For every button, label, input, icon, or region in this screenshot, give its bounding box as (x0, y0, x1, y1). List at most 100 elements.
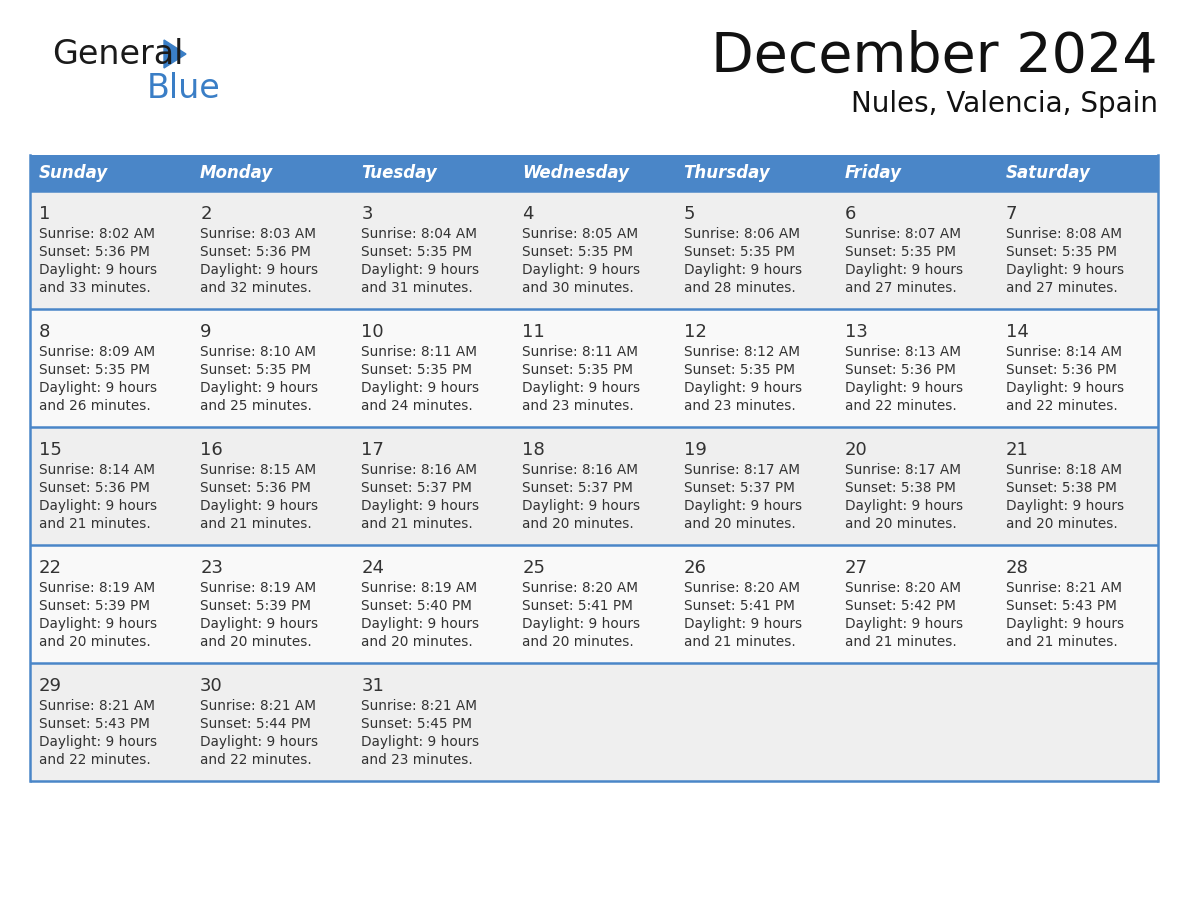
Text: Sunrise: 8:06 AM: Sunrise: 8:06 AM (683, 227, 800, 241)
Text: 18: 18 (523, 441, 545, 459)
Text: Sunset: 5:35 PM: Sunset: 5:35 PM (361, 363, 473, 377)
Text: Sunrise: 8:19 AM: Sunrise: 8:19 AM (361, 581, 478, 595)
Bar (353, 155, 513, 191)
Text: Sunset: 5:39 PM: Sunset: 5:39 PM (200, 599, 311, 613)
Text: and 20 minutes.: and 20 minutes. (39, 635, 151, 649)
Text: 11: 11 (523, 323, 545, 341)
Text: 22: 22 (39, 559, 62, 577)
Text: and 21 minutes.: and 21 minutes. (200, 517, 312, 531)
Text: 26: 26 (683, 559, 707, 577)
Text: and 22 minutes.: and 22 minutes. (200, 753, 312, 767)
Text: 27: 27 (845, 559, 867, 577)
Text: Friday: Friday (845, 164, 902, 182)
Text: Daylight: 9 hours: Daylight: 9 hours (361, 381, 480, 395)
Text: Daylight: 9 hours: Daylight: 9 hours (683, 381, 802, 395)
Text: Sunrise: 8:17 AM: Sunrise: 8:17 AM (845, 463, 961, 477)
Text: and 32 minutes.: and 32 minutes. (200, 281, 312, 295)
Text: Sunset: 5:35 PM: Sunset: 5:35 PM (361, 245, 473, 259)
Bar (30, 427, 1158, 545)
Bar (30, 191, 1158, 309)
Bar (675, 155, 835, 191)
Text: 16: 16 (200, 441, 223, 459)
Text: 2: 2 (200, 205, 211, 223)
Text: Sunset: 5:35 PM: Sunset: 5:35 PM (39, 363, 150, 377)
Text: 9: 9 (200, 323, 211, 341)
Text: Sunset: 5:35 PM: Sunset: 5:35 PM (1006, 245, 1117, 259)
Text: Sunset: 5:43 PM: Sunset: 5:43 PM (39, 717, 150, 731)
Text: and 26 minutes.: and 26 minutes. (39, 399, 151, 413)
Text: Sunrise: 8:04 AM: Sunrise: 8:04 AM (361, 227, 478, 241)
Text: 28: 28 (1006, 559, 1029, 577)
Text: Tuesday: Tuesday (361, 164, 437, 182)
Text: and 25 minutes.: and 25 minutes. (200, 399, 312, 413)
Text: Sunrise: 8:20 AM: Sunrise: 8:20 AM (845, 581, 961, 595)
Text: Sunset: 5:43 PM: Sunset: 5:43 PM (1006, 599, 1117, 613)
Text: Sunrise: 8:21 AM: Sunrise: 8:21 AM (200, 699, 316, 713)
Text: Sunset: 5:44 PM: Sunset: 5:44 PM (200, 717, 311, 731)
Text: Sunset: 5:39 PM: Sunset: 5:39 PM (39, 599, 150, 613)
Text: Sunrise: 8:20 AM: Sunrise: 8:20 AM (683, 581, 800, 595)
Text: and 20 minutes.: and 20 minutes. (683, 517, 795, 531)
Text: 12: 12 (683, 323, 707, 341)
Text: Sunset: 5:35 PM: Sunset: 5:35 PM (845, 245, 955, 259)
Text: Sunrise: 8:15 AM: Sunrise: 8:15 AM (200, 463, 316, 477)
Text: Daylight: 9 hours: Daylight: 9 hours (683, 263, 802, 277)
Text: Daylight: 9 hours: Daylight: 9 hours (1006, 381, 1124, 395)
Text: 30: 30 (200, 677, 223, 695)
Text: December 2024: December 2024 (712, 30, 1158, 84)
Text: and 24 minutes.: and 24 minutes. (361, 399, 473, 413)
Text: and 20 minutes.: and 20 minutes. (361, 635, 473, 649)
Text: Daylight: 9 hours: Daylight: 9 hours (683, 617, 802, 631)
Text: Sunrise: 8:17 AM: Sunrise: 8:17 AM (683, 463, 800, 477)
Text: and 23 minutes.: and 23 minutes. (361, 753, 473, 767)
Text: and 21 minutes.: and 21 minutes. (39, 517, 151, 531)
Text: Sunset: 5:36 PM: Sunset: 5:36 PM (39, 245, 150, 259)
Text: Sunset: 5:37 PM: Sunset: 5:37 PM (683, 481, 795, 495)
Text: Sunday: Sunday (39, 164, 108, 182)
Text: Sunrise: 8:19 AM: Sunrise: 8:19 AM (200, 581, 316, 595)
Text: Sunrise: 8:21 AM: Sunrise: 8:21 AM (39, 699, 154, 713)
Text: 7: 7 (1006, 205, 1017, 223)
Text: and 23 minutes.: and 23 minutes. (523, 399, 634, 413)
Text: Daylight: 9 hours: Daylight: 9 hours (1006, 263, 1124, 277)
Text: and 21 minutes.: and 21 minutes. (361, 517, 473, 531)
Text: 24: 24 (361, 559, 384, 577)
Text: General: General (52, 38, 183, 71)
Text: Daylight: 9 hours: Daylight: 9 hours (845, 381, 962, 395)
Bar (997, 155, 1158, 191)
Text: Daylight: 9 hours: Daylight: 9 hours (1006, 499, 1124, 513)
Text: Sunrise: 8:09 AM: Sunrise: 8:09 AM (39, 345, 156, 359)
Text: Sunset: 5:36 PM: Sunset: 5:36 PM (39, 481, 150, 495)
Text: Sunrise: 8:11 AM: Sunrise: 8:11 AM (523, 345, 638, 359)
Text: 13: 13 (845, 323, 867, 341)
Text: Blue: Blue (147, 72, 221, 105)
Text: Daylight: 9 hours: Daylight: 9 hours (523, 263, 640, 277)
Bar (30, 663, 1158, 781)
Text: Sunset: 5:40 PM: Sunset: 5:40 PM (361, 599, 472, 613)
Text: Daylight: 9 hours: Daylight: 9 hours (683, 499, 802, 513)
Text: Sunrise: 8:20 AM: Sunrise: 8:20 AM (523, 581, 638, 595)
Text: 3: 3 (361, 205, 373, 223)
Text: Sunrise: 8:18 AM: Sunrise: 8:18 AM (1006, 463, 1121, 477)
Text: Daylight: 9 hours: Daylight: 9 hours (361, 735, 480, 749)
Text: Sunset: 5:36 PM: Sunset: 5:36 PM (1006, 363, 1117, 377)
Text: Daylight: 9 hours: Daylight: 9 hours (39, 263, 157, 277)
Text: Sunset: 5:35 PM: Sunset: 5:35 PM (200, 363, 311, 377)
Text: Daylight: 9 hours: Daylight: 9 hours (361, 617, 480, 631)
Text: Sunset: 5:38 PM: Sunset: 5:38 PM (845, 481, 955, 495)
Text: 29: 29 (39, 677, 62, 695)
Text: and 20 minutes.: and 20 minutes. (523, 635, 634, 649)
Bar (835, 155, 997, 191)
Text: and 27 minutes.: and 27 minutes. (845, 281, 956, 295)
Text: 23: 23 (200, 559, 223, 577)
Text: 19: 19 (683, 441, 707, 459)
Text: 10: 10 (361, 323, 384, 341)
Text: Sunset: 5:45 PM: Sunset: 5:45 PM (361, 717, 473, 731)
Text: and 28 minutes.: and 28 minutes. (683, 281, 795, 295)
Text: Daylight: 9 hours: Daylight: 9 hours (523, 381, 640, 395)
Text: Sunset: 5:37 PM: Sunset: 5:37 PM (523, 481, 633, 495)
Text: 4: 4 (523, 205, 533, 223)
Text: Sunset: 5:41 PM: Sunset: 5:41 PM (523, 599, 633, 613)
Text: Sunrise: 8:11 AM: Sunrise: 8:11 AM (361, 345, 478, 359)
Text: and 23 minutes.: and 23 minutes. (683, 399, 795, 413)
